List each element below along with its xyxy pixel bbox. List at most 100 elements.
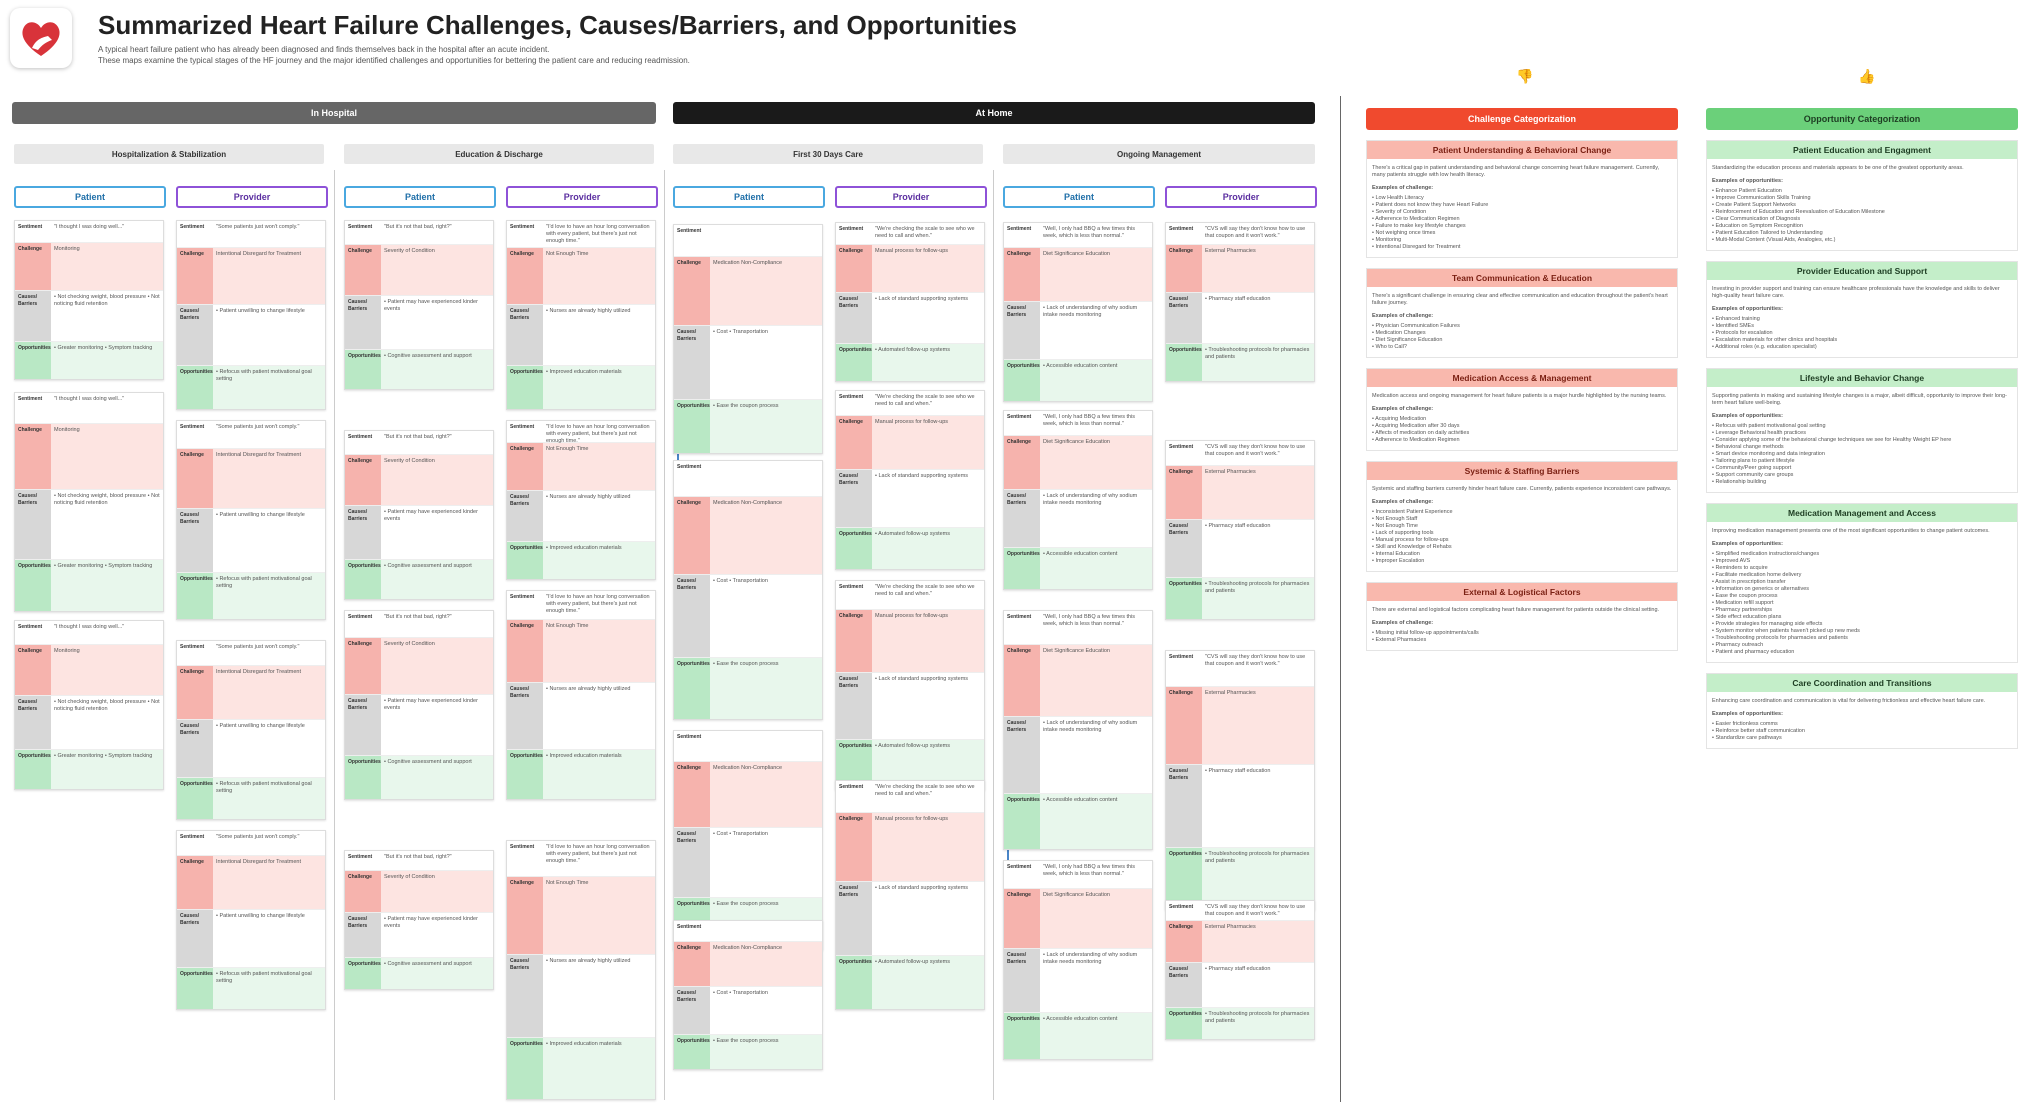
- sentiment-content: [710, 461, 822, 496]
- examples-label: Examples of challenge:: [1372, 313, 1434, 319]
- example-item: • Relationship building: [1712, 479, 1767, 485]
- example-item: • Diet Significance Education: [1372, 337, 1443, 343]
- opportunities-content: • Greater monitoring • Symptom tracking: [51, 342, 163, 379]
- opportunities-label: Opportunities: [507, 1038, 543, 1099]
- opportunities-label: Opportunities: [507, 366, 543, 409]
- example-item: • Facilitate medication home delivery: [1712, 572, 1802, 578]
- challenge-content: External Pharmacies: [1202, 245, 1314, 292]
- example-item: • Internal Education: [1372, 551, 1420, 557]
- opportunities-label: Opportunities: [836, 344, 872, 381]
- example-item: • Intentional Disregard for Treatment: [1372, 244, 1461, 250]
- sentiment-content: "CVS will say they don't know how to use…: [1205, 444, 1306, 457]
- challenge-label: Challenge: [15, 243, 51, 290]
- example-item: • Medication refill support: [1712, 600, 1774, 606]
- category-section-title: Provider Education and Support: [1707, 262, 2017, 280]
- section-divider: [1340, 96, 1341, 1102]
- opportunities-content: • Automated follow-up systems: [872, 344, 984, 381]
- journey-card: Sentiment "Well, I only had BBQ a few tim…: [1003, 860, 1153, 1060]
- sentiment-content: "CVS will say they don't know how to use…: [1205, 226, 1306, 239]
- sentiment-label: Sentiment: [348, 224, 373, 230]
- example-item: • Not Enough Staff: [1372, 516, 1418, 522]
- journey-card: Sentiment "But it's not that bad, right?"…: [344, 430, 494, 600]
- causes-label: Causes/ Barriers: [177, 305, 213, 365]
- sentiment-label: Sentiment: [510, 594, 535, 600]
- category-section: Medication Management and Access Improvin…: [1706, 503, 2018, 663]
- opportunities-label: Opportunities: [177, 366, 213, 409]
- causes-label: Causes/ Barriers: [674, 575, 710, 657]
- stage-ongoing-management: Ongoing Management: [1003, 144, 1315, 164]
- causes-content: • Cost • Transportation: [713, 329, 768, 335]
- challenge-label: Challenge: [177, 248, 213, 304]
- challenge-content: Medication Non-Compliance: [710, 497, 822, 574]
- causes-label: Causes/ Barriers: [15, 291, 51, 341]
- example-item: • Medication Changes: [1372, 330, 1426, 336]
- example-item: • Provide strategies for managing side e…: [1712, 621, 1823, 627]
- sentiment-label: Sentiment: [1169, 904, 1194, 910]
- sentiment-content: [710, 225, 822, 256]
- opportunities-content: • Troubleshooting protocols for pharmaci…: [1202, 344, 1314, 381]
- category-section-title: Lifestyle and Behavior Change: [1707, 369, 2017, 387]
- challenge-label: Challenge: [507, 877, 543, 954]
- opportunities-label: Opportunities: [177, 573, 213, 619]
- phase-at-home: At Home: [673, 102, 1315, 124]
- sentiment-content: "Well, I only had BBQ a few times this w…: [1043, 414, 1136, 427]
- causes-content: • Nurses are already highly utilized: [546, 686, 631, 692]
- challenge-label: Challenge: [1004, 248, 1040, 301]
- journey-card: Sentiment "We're checking the scale to se…: [835, 222, 985, 382]
- challenge-content: Medication Non-Compliance: [710, 257, 822, 325]
- example-item: • Troubleshooting protocols for pharmaci…: [1712, 635, 1848, 641]
- example-item: • Create Patient Support Networks: [1712, 202, 1796, 208]
- causes-content: • Patient unwilling to change lifestyle: [216, 308, 305, 314]
- stage-divider: [334, 170, 335, 1100]
- stage-divider: [993, 170, 994, 1100]
- example-item: • Reinforce better staff communication: [1712, 728, 1805, 734]
- opportunities-content: • Improved education materials: [543, 542, 655, 579]
- sentiment-label: Sentiment: [348, 614, 373, 620]
- causes-content: • Patient unwilling to change lifestyle: [216, 913, 305, 919]
- challenge-categorization: Challenge Categorization Patient Underst…: [1366, 108, 1678, 651]
- category-section: Lifestyle and Behavior Change Supporting …: [1706, 368, 2018, 493]
- sentiment-label: Sentiment: [677, 734, 702, 740]
- opportunities-content: • Troubleshooting protocols for pharmaci…: [1202, 1008, 1314, 1039]
- example-item: • Identified SMEs: [1712, 323, 1754, 329]
- causes-label: Causes/ Barriers: [177, 910, 213, 967]
- challenge-label: Challenge: [507, 443, 543, 490]
- causes-content: • Pharmacy staff education: [1205, 966, 1271, 972]
- challenge-label: Challenge: [674, 497, 710, 574]
- category-section: External & Logistical Factors There are e…: [1366, 582, 1678, 651]
- category-section-title: Systemic & Staffing Barriers: [1367, 462, 1677, 480]
- causes-content: • Cost • Transportation: [713, 578, 768, 584]
- role-patient: Patient: [1003, 186, 1155, 208]
- example-item: • Reinforcement of Education and Reevalu…: [1712, 209, 1885, 215]
- opportunities-content: • Accessible education content: [1040, 794, 1152, 849]
- challenge-content: Severity of Condition: [381, 871, 493, 912]
- opportunities-content: • Cognitive assessment and support: [381, 756, 493, 799]
- opportunities-label: Opportunities: [1004, 548, 1040, 589]
- sentiment-label: Sentiment: [839, 394, 864, 400]
- example-item: • Pharmacy outreach: [1712, 642, 1764, 648]
- challenge-label: Challenge: [1166, 245, 1202, 292]
- opportunity-categorization-header: Opportunity Categorization: [1706, 108, 2018, 130]
- challenge-label: Challenge: [1004, 889, 1040, 948]
- challenge-content: Intentional Disregard for Treatment: [213, 856, 325, 909]
- sentiment-content: "We're checking the scale to see who we …: [875, 584, 975, 597]
- sentiment-label: Sentiment: [839, 226, 864, 232]
- example-item: • Who to Call?: [1372, 344, 1407, 350]
- journey-card: Sentiment "But it's not that bad, right?"…: [344, 610, 494, 800]
- journey-card: Sentiment Challenge Medication Non-Complia…: [673, 224, 823, 454]
- opportunities-label: Opportunities: [345, 958, 381, 989]
- opportunities-label: Opportunities: [674, 400, 710, 453]
- causes-label: Causes/ Barriers: [15, 696, 51, 749]
- sentiment-label: Sentiment: [839, 584, 864, 590]
- challenge-label: Challenge: [674, 942, 710, 986]
- causes-content: • Pharmacy staff education: [1205, 523, 1271, 529]
- sentiment-label: Sentiment: [1007, 226, 1032, 232]
- sentiment-label: Sentiment: [180, 834, 205, 840]
- causes-label: Causes/ Barriers: [1166, 963, 1202, 1007]
- challenge-label: Challenge: [1004, 645, 1040, 716]
- example-item: • Simplified medication instructions/cha…: [1712, 551, 1820, 557]
- example-item: • Not weighing once times: [1372, 230, 1436, 236]
- causes-content: • Lack of understanding of why sodium in…: [1043, 952, 1138, 965]
- sentiment-label: Sentiment: [18, 396, 43, 402]
- sentiment-label: Sentiment: [510, 844, 535, 850]
